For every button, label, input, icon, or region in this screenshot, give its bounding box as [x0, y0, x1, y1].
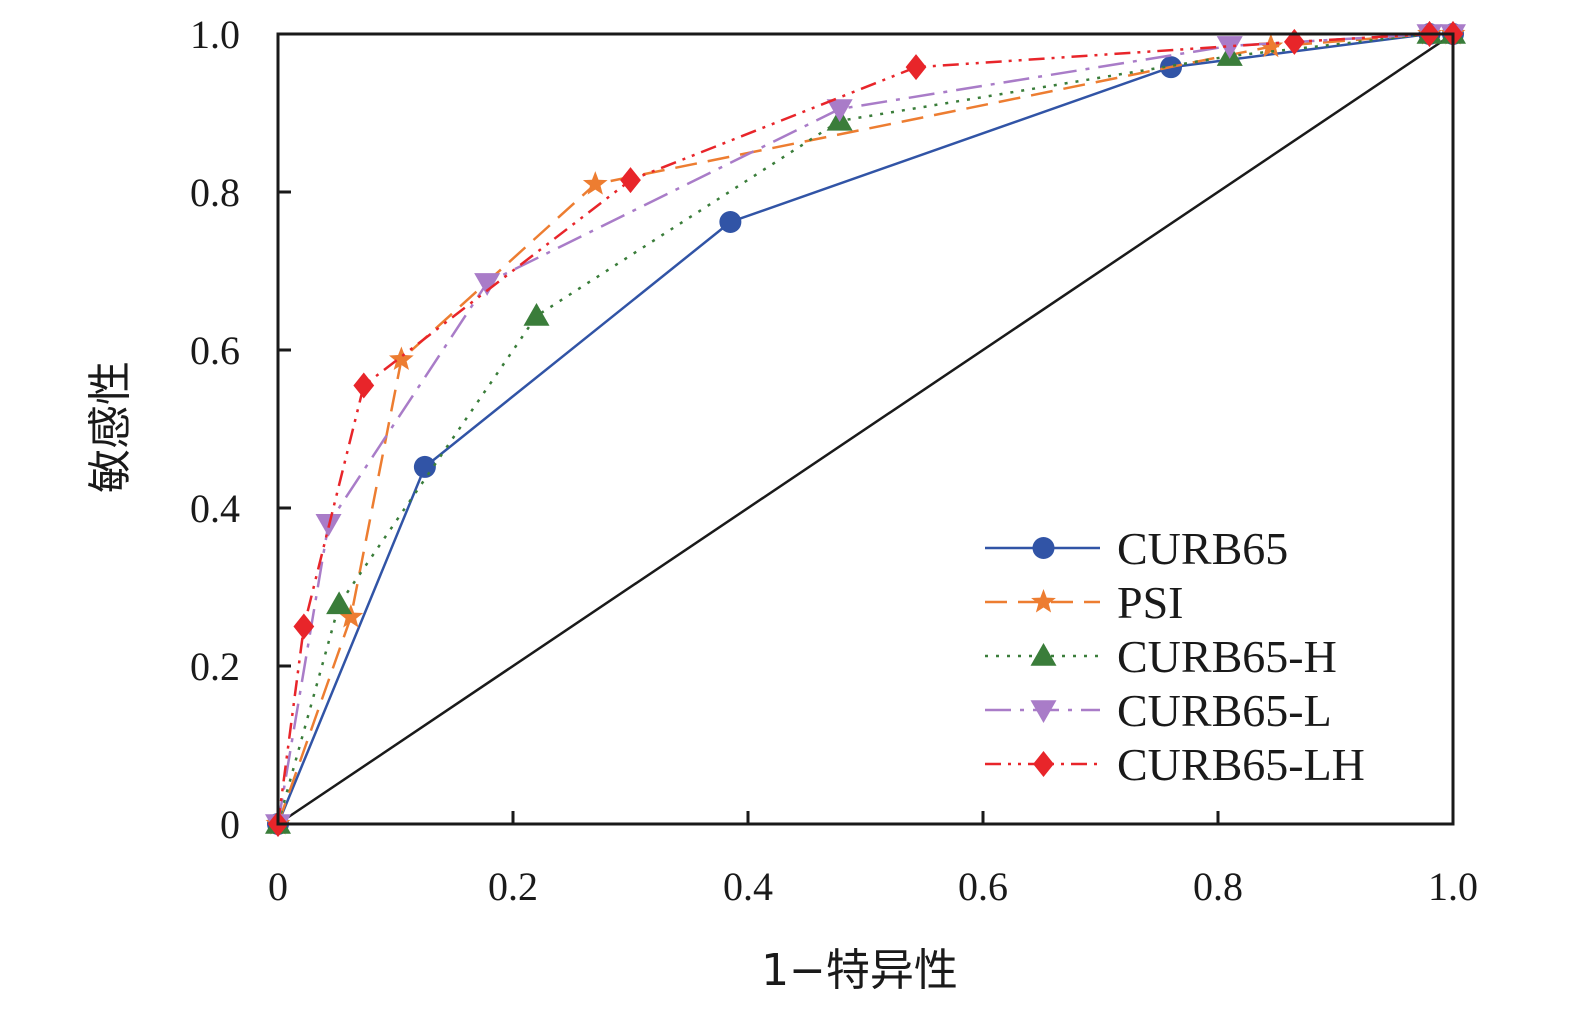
tick-layer: 0 0.2 0.4 0.6 0.8 1.0 0 0.2 0.4 0.6 0.8 1.0: [190, 12, 1478, 909]
legend-item-psi: PSI: [985, 577, 1183, 628]
legend-label-curb65-lh: CURB65-LH: [1117, 739, 1365, 790]
data-point-curb65-h: [326, 591, 353, 615]
legend-item-curb65-lh: CURB65-LH: [985, 739, 1365, 790]
legend-marker-curb65-lh: [1033, 751, 1054, 777]
data-point-psi: [389, 346, 414, 370]
legend-marker-curb65-l: [1030, 700, 1057, 723]
legend-item-curb65-h: CURB65-H: [985, 631, 1337, 682]
legend-item-curb65: CURB65: [985, 523, 1288, 574]
plot-frame: [276, 32, 1455, 826]
reference-layer: [277, 32, 1454, 826]
legend-label-curb65-l: CURB65-L: [1117, 685, 1332, 736]
legend-marker-psi: [1031, 589, 1056, 613]
data-point-curb65-lh: [905, 54, 927, 81]
x-axis-title: 1−特异性: [761, 945, 958, 996]
data-point-psi: [338, 604, 364, 628]
y-tick-label: 0.4: [190, 486, 240, 531]
x-tick-label: 0.6: [958, 864, 1008, 909]
data-point-curb65-lh: [353, 372, 375, 399]
data-point-curb65-lh: [293, 613, 315, 640]
x-tick-label: 1.0: [1428, 864, 1478, 909]
x-tick-label: 0.2: [488, 864, 538, 909]
data-point-curb65-l: [1216, 36, 1243, 59]
legend-marker-curb65: [1032, 537, 1055, 559]
y-tick-label: 0.8: [190, 170, 240, 215]
data-point-curb65-l: [474, 273, 501, 296]
data-point-curb65-l: [826, 99, 853, 123]
data-point-curb65-lh: [620, 167, 641, 194]
x-tick-label: 0: [268, 864, 288, 909]
legend-marker-curb65-h: [1030, 643, 1057, 666]
y-tick-label: 1.0: [190, 12, 240, 57]
x-tick-label: 0.4: [723, 864, 773, 909]
data-point-curb65: [719, 211, 742, 234]
data-point-psi: [1258, 33, 1284, 58]
y-axis-title: 敏感性: [85, 361, 136, 493]
y-tick-label: 0: [220, 802, 240, 847]
data-point-curb65-h: [523, 303, 550, 326]
legend-label-psi: PSI: [1117, 577, 1183, 628]
legend-item-curb65-l: CURB65-L: [985, 685, 1332, 736]
data-point-psi: [582, 171, 608, 195]
x-tick-label: 0.8: [1193, 864, 1243, 909]
data-point-curb65: [413, 455, 436, 478]
y-tick-label: 0.2: [190, 644, 240, 689]
legend-label-curb65-h: CURB65-H: [1117, 631, 1337, 682]
reference-diagonal-line: [277, 32, 1454, 826]
y-tick-label: 0.6: [190, 328, 240, 373]
legend-label-curb65: CURB65: [1117, 523, 1288, 574]
